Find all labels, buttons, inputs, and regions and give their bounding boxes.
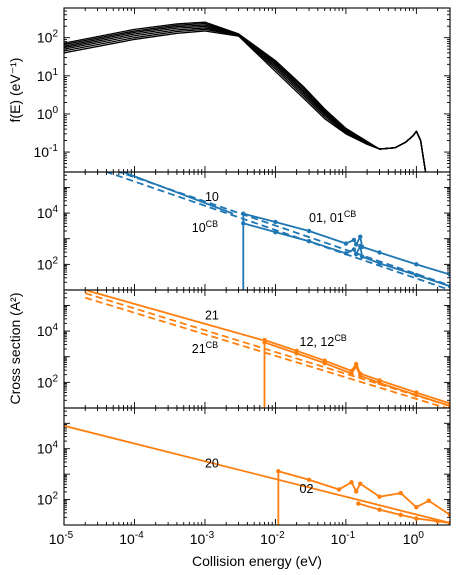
y-tick-label: 100 — [37, 105, 59, 122]
series-line-12cb — [264, 341, 450, 407]
series-line-20 — [64, 424, 450, 524]
x-axis-label: Collision energy (eV) — [192, 553, 322, 569]
series-line-12 — [264, 339, 450, 405]
data-point — [426, 498, 431, 503]
data-point — [353, 242, 359, 247]
y-tick-label: 102 — [37, 491, 59, 508]
series-annotation: 10 — [205, 190, 219, 204]
data-point — [377, 494, 382, 499]
y-tick-label: 104 — [37, 440, 59, 457]
y-tick-label: 104 — [37, 204, 59, 221]
y-tick-label: 101 — [37, 67, 59, 84]
x-tick-label: 10-5 — [49, 530, 74, 547]
data-point — [306, 477, 312, 482]
data-point — [414, 516, 419, 521]
panel-distribution: 10-1 100 101 102 — [34, 7, 451, 173]
data-point — [349, 480, 354, 485]
series-annotation: 21CB — [192, 340, 218, 356]
panel-21-12: 102 104 21 21CB 12, 12CB — [37, 289, 451, 409]
data-point — [398, 512, 403, 518]
data-point — [351, 237, 357, 243]
data-point — [343, 241, 349, 246]
y-tick-label: 102 — [37, 373, 59, 390]
data-point — [351, 247, 357, 252]
series-annotation: 12, 12CB — [300, 333, 347, 349]
data-point — [343, 251, 349, 256]
data-point — [414, 272, 419, 278]
panel-20-02: 102 104 10-5 10-4 10-3 10-2 10-1 100 20 02 — [37, 407, 451, 547]
x-tick-label: 10-4 — [119, 530, 144, 547]
data-point — [241, 211, 246, 216]
series-line-21cb — [84, 292, 450, 407]
data-point — [322, 360, 327, 366]
plot-frame — [63, 171, 451, 291]
y-tick-label: 10-1 — [34, 143, 59, 160]
panel-10-01: 102 104 10 10CB 01, 01CB — [37, 171, 451, 291]
data-point — [377, 507, 382, 512]
data-point — [306, 239, 312, 244]
data-point — [398, 490, 403, 496]
series-annotation: 20 — [205, 457, 219, 471]
data-point — [414, 262, 419, 267]
x-tick-label: 10-1 — [331, 530, 356, 547]
data-point — [414, 392, 419, 398]
data-point — [377, 261, 382, 266]
data-point — [358, 373, 363, 379]
series-annotation: 01, 01CB — [309, 209, 356, 225]
series-line-10cb — [116, 172, 450, 287]
series-line — [64, 22, 427, 172]
y-axis-label-cross-section: Cross section (A²) — [7, 292, 23, 404]
data-point — [336, 487, 342, 492]
y-tick-label: 102 — [37, 255, 59, 272]
series-line — [104, 172, 450, 290]
x-tick-label: 100 — [403, 530, 425, 547]
data-point — [358, 234, 363, 239]
data-point — [356, 501, 361, 506]
y-tick-label: 104 — [37, 322, 59, 339]
series-annotation: 10CB — [192, 219, 218, 235]
data-point — [273, 229, 278, 235]
series-line — [64, 21, 427, 172]
data-point — [377, 250, 382, 255]
series-line — [64, 30, 427, 172]
data-point — [306, 228, 312, 234]
data-point — [276, 469, 281, 474]
series-line — [64, 25, 427, 172]
x-tick-label: 10-2 — [260, 530, 285, 547]
data-point — [358, 243, 363, 249]
data-point — [353, 489, 359, 494]
data-point — [359, 254, 365, 259]
series-annotation: 21 — [205, 309, 219, 323]
series-line — [64, 27, 427, 172]
data-point — [349, 371, 354, 376]
series-line — [64, 24, 427, 172]
data-point — [294, 351, 299, 356]
data-point — [353, 364, 359, 369]
data-point — [377, 380, 382, 386]
y-axis-label-distribution: f(E) (eV⁻¹) — [7, 58, 23, 123]
data-point — [435, 519, 440, 524]
data-point — [414, 505, 419, 510]
y-tick-label: 102 — [37, 29, 59, 46]
series-line — [84, 296, 450, 408]
series-line — [64, 28, 427, 172]
data-point — [353, 251, 359, 257]
series-annotation: 02 — [300, 482, 314, 496]
data-point — [358, 481, 363, 486]
data-point — [273, 219, 278, 225]
series-line-21 — [84, 290, 263, 341]
plot-frame — [63, 407, 451, 526]
plot-frame — [63, 289, 451, 409]
x-tick-label: 10-3 — [190, 530, 215, 547]
